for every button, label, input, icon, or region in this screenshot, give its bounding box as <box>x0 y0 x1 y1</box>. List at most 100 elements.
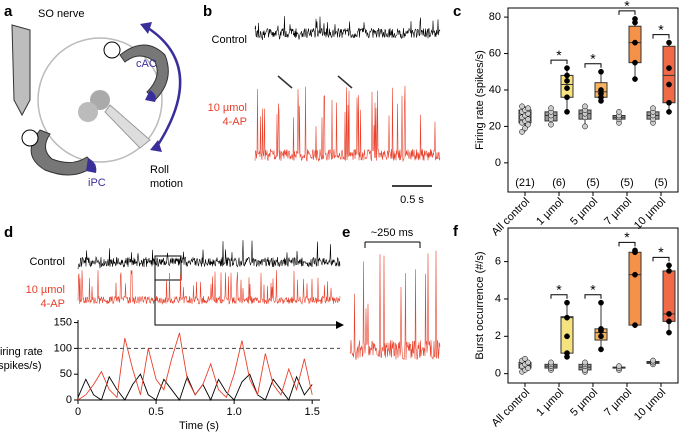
x-tick-label: 7 µmol <box>602 196 634 228</box>
data-point <box>666 39 672 46</box>
arrow <box>337 75 353 89</box>
nerve-branch <box>104 104 151 149</box>
significance-star: * <box>658 244 664 260</box>
y-axis-label: Firing rate <box>0 346 43 358</box>
x-tick-label: 10 µmol <box>632 387 668 423</box>
data-point <box>582 359 588 366</box>
x-tick-label: All control <box>490 387 533 430</box>
y-axis-label: (spikes/s) <box>0 360 42 372</box>
x-axis-label: Time (s) <box>179 420 219 432</box>
otolith <box>78 102 98 122</box>
canal-section <box>21 129 39 147</box>
x-tick-label: 0.5 <box>148 406 163 418</box>
y-tick-label: 0 <box>495 368 501 380</box>
data-point <box>564 85 570 92</box>
x-tick-label: 5 µmol <box>568 196 600 228</box>
electrode <box>11 24 31 117</box>
data-point <box>632 39 638 46</box>
data-point <box>666 311 672 317</box>
y-tick-label: 0 <box>495 157 501 169</box>
x-tick-label: 1 µmol <box>534 196 566 228</box>
y-tick-label: 20 <box>489 120 501 132</box>
trace-label: 10 µmol <box>26 284 65 296</box>
data-point <box>666 108 672 115</box>
y-tick-label: 40 <box>489 84 501 96</box>
canal <box>119 44 169 101</box>
data-point <box>598 325 604 332</box>
y-axis-label: Firing rate (spikes/s) <box>474 50 486 150</box>
recording-trace <box>349 250 441 361</box>
duration-label: ~250 ms <box>371 227 414 239</box>
n-label: (21) <box>515 177 535 189</box>
panel-label: c <box>453 3 461 20</box>
data-point <box>666 262 672 269</box>
data-point <box>548 359 554 366</box>
y-tick-label: 80 <box>489 11 501 23</box>
data-point <box>666 329 672 336</box>
data-point <box>525 116 531 122</box>
roll-arrow <box>147 26 182 149</box>
significance-star: * <box>590 281 596 297</box>
data-point <box>564 65 570 71</box>
data-point <box>525 105 531 112</box>
diagram <box>11 22 182 176</box>
panel-label: d <box>4 224 13 241</box>
y-tick-label: 4 <box>495 293 501 305</box>
significance-bracket <box>550 294 568 299</box>
data-point <box>564 78 570 84</box>
panel-label: f <box>453 223 459 240</box>
data-point <box>564 333 570 340</box>
recording-trace <box>77 270 341 305</box>
canal <box>30 129 96 176</box>
recording-trace <box>254 16 441 40</box>
data-point <box>616 108 622 115</box>
data-point <box>519 103 525 110</box>
data-point <box>632 16 638 22</box>
y-tick-label: 50 <box>60 368 72 380</box>
data-point <box>632 76 638 82</box>
labyrinth-outline <box>37 37 163 163</box>
data-point <box>519 129 525 135</box>
x-tick-label: All control <box>490 196 533 239</box>
trace-label: Control <box>30 256 65 268</box>
significance-bracket <box>584 294 602 299</box>
significance-bracket <box>652 256 670 262</box>
panel-label: a <box>4 3 13 20</box>
data-point <box>666 65 672 71</box>
data-point <box>525 365 531 371</box>
data-point <box>564 350 570 356</box>
trace-label: 4-AP <box>223 116 247 128</box>
x-tick-label: 1.5 <box>305 406 320 418</box>
arrowhead <box>336 321 344 329</box>
rate-line <box>77 332 313 401</box>
y-tick-label: 100 <box>54 342 72 354</box>
y-tick-label: 2 <box>495 330 501 342</box>
data-point <box>522 355 528 362</box>
y-tick-label: 0 <box>66 394 72 406</box>
data-point <box>632 322 638 328</box>
significance-bracket <box>652 34 670 39</box>
data-point <box>632 271 638 278</box>
data-point <box>564 299 570 306</box>
data-point <box>525 110 531 117</box>
box <box>662 45 676 104</box>
box <box>628 251 642 326</box>
canal-section <box>103 41 121 59</box>
n-label: (5) <box>654 177 667 189</box>
data-point <box>548 121 554 128</box>
data-point <box>525 359 531 366</box>
x-tick-label: 10 µmol <box>632 196 668 232</box>
data-point <box>666 268 672 274</box>
n-label: (6) <box>552 177 565 189</box>
trace-label: 4-AP <box>41 298 65 310</box>
data-point <box>582 103 588 110</box>
data-point <box>564 72 570 79</box>
significance-star: * <box>658 21 664 37</box>
data-point <box>525 121 531 128</box>
trace-label: Control <box>212 34 247 46</box>
zoom-arrow <box>154 280 340 326</box>
data-point <box>598 299 604 306</box>
recording-trace <box>77 240 341 270</box>
canal-label: cAC <box>136 58 157 70</box>
